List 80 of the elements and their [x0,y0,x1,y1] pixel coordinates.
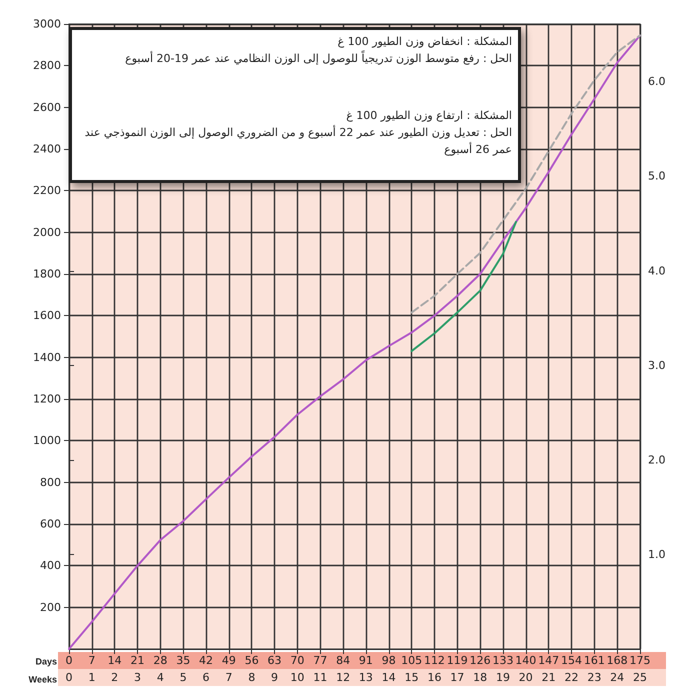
y-tick-label: 2200 [33,184,61,198]
annotation: الحل : تعديل وزن الطيور عند عمر 22 أسبوع و من الضروري الوصول إلى الوزن النموذجي عند عمر 26 أسبوع [84,124,512,158]
x2-tick-label: 19 [496,671,510,684]
y-tick-label: 2600 [33,100,61,114]
x2-tick-label: 10 [290,671,304,684]
x2-tick-label: 2 [111,671,118,684]
x2-tick-label: 4 [156,671,164,684]
annotation: المشكلة : ارتفاع وزن الطيور 100 غ [345,108,512,124]
y-tick-label: 1400 [33,350,61,364]
x2-tick-label: 7 [225,671,232,684]
x2-tick-label: 21 [542,671,556,684]
x-tick-label: 42 [199,654,214,667]
x-tick-label: 28 [153,654,168,667]
x-tick-label: 175 [630,654,650,667]
x2-tick-label: 22 [564,671,578,684]
x2-tick-label: 5 [180,671,187,684]
x-tick-label: 7 [88,654,96,667]
y-tick-label: 3000 [33,18,61,30]
y-tick-label: 2800 [33,59,61,72]
y-tick-label: 800 [40,476,61,489]
x-tick-label: 161 [584,654,605,667]
y2-tick-label: 5.0 [648,170,666,183]
x-tick-label: 84 [336,654,350,667]
x-tick-label: 21 [130,654,145,667]
y2-tick-label: 2.0 [648,453,666,466]
x-tick-label: 91 [358,654,373,667]
y-tick-label: 200 [40,600,61,614]
annotation: الحل : رفع متوسط الوزن تدريجياً للوصول إلى الوزن النظامي عند عمر 19-20 أسبوع [124,50,512,67]
y-tick-label: 1600 [33,309,61,322]
y-tick-label: 600 [40,518,61,530]
x2-tick-label: 3 [134,671,142,684]
y2-tick-label: 4.0 [648,264,666,278]
y-tick-label: 400 [40,559,61,572]
x2-tick-label: 18 [473,671,488,684]
y-tick-label: 1800 [33,268,61,280]
x-axis-title: Days [35,656,57,666]
x-tick-label: 147 [538,654,560,667]
y2-tick-label: 3.0 [648,358,666,372]
x-tick-label: 126 [470,654,491,667]
x-tick-label: 119 [446,654,468,667]
x-tick-label: 133 [492,654,514,667]
x-tick-label: 112 [424,654,445,667]
x2-tick-label: 14 [382,671,396,684]
x-tick-label: 49 [222,654,236,667]
y-tick-label: 2000 [33,226,61,239]
y2-tick-label: 1.0 [648,548,666,561]
x-tick-label: 140 [515,654,536,667]
x2-tick-label: 1 [88,671,96,684]
x2-tick-label: 23 [587,671,602,684]
x-tick-label: 105 [401,654,422,667]
x2-tick-label: 24 [610,671,624,684]
x-tick-label: 0 [66,654,72,667]
x-tick-label: 56 [244,654,259,667]
x2-axis-title: Weeks [28,674,57,684]
x-tick-label: 63 [268,654,282,667]
x-tick-label: 168 [606,654,628,667]
y-tick-label: 1200 [33,392,61,406]
y2-tick-label: 6.0 [648,75,666,88]
x-tick-label: 14 [108,654,122,667]
y-tick-label: 1000 [33,434,61,448]
x2-tick-label: 16 [427,671,442,684]
x2-tick-label: 12 [336,671,350,684]
annotation: المشكلة : انخفاض وزن الطيور 100 غ [336,34,512,50]
x2-tick-label: 9 [271,671,278,684]
x2-tick-label: 15 [404,671,419,684]
line-series [410,220,518,352]
x2-tick-label: 8 [248,671,256,684]
x2-tick-label: 6 [202,671,210,684]
x2-tick-label: 20 [518,671,533,684]
x-tick-label: 98 [382,654,396,667]
x-tick-label: 35 [176,654,190,667]
x-tick-label: 154 [560,654,582,667]
x2-tick-label: 17 [450,671,464,684]
x2-tick-label: 25 [633,671,647,684]
x2-tick-label: 13 [358,671,373,684]
y-tick-label: 2400 [33,142,61,156]
x-tick-label: 77 [313,654,328,667]
x2-tick-label: 0 [66,671,72,684]
x-tick-label: 70 [290,654,304,667]
x2-tick-label: 11 [313,671,328,684]
